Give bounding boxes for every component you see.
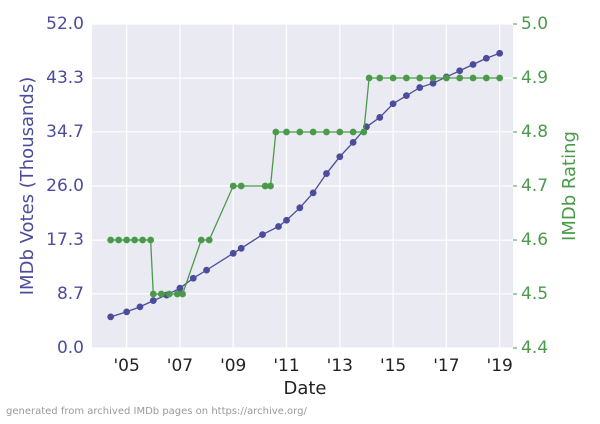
x-tick-label: '11 xyxy=(273,356,299,376)
data-point xyxy=(205,236,213,244)
y-tick-label: 8.7 xyxy=(57,284,84,304)
y2-tick-label: 4.7 xyxy=(521,176,548,196)
y2-axis-label: IMDb Rating xyxy=(559,131,580,241)
data-point xyxy=(416,84,424,91)
data-point xyxy=(176,284,184,292)
data-point xyxy=(336,153,344,161)
data-point xyxy=(496,49,504,57)
data-point xyxy=(275,223,282,230)
data-point xyxy=(482,54,490,62)
data-point xyxy=(309,128,317,136)
y2-tick-label: 5.0 xyxy=(521,14,548,34)
data-point xyxy=(272,128,280,136)
y2-tick-label: 4.9 xyxy=(521,68,548,88)
data-point xyxy=(296,204,304,212)
y-tick-label: 52.0 xyxy=(46,14,84,34)
x-tick-label: '13 xyxy=(327,356,353,376)
data-point xyxy=(389,100,397,108)
data-point xyxy=(349,128,357,136)
x-tick-label: '17 xyxy=(433,356,459,376)
data-point xyxy=(416,74,424,82)
data-point xyxy=(469,61,477,68)
data-point xyxy=(429,79,437,87)
data-point xyxy=(403,74,410,82)
data-point xyxy=(469,74,477,82)
data-point xyxy=(482,74,490,82)
x-tick-label: '15 xyxy=(380,356,406,376)
data-point xyxy=(429,74,437,82)
y-tick-label: 43.3 xyxy=(46,68,84,88)
data-point xyxy=(323,128,330,136)
data-point xyxy=(442,74,450,82)
data-point xyxy=(107,236,115,244)
data-point xyxy=(136,303,144,311)
data-point xyxy=(259,231,266,239)
y-tick-label: 17.3 xyxy=(46,230,84,250)
x-tick-label: '09 xyxy=(220,356,246,376)
data-point xyxy=(179,290,186,298)
data-point xyxy=(283,216,290,224)
data-point xyxy=(283,128,290,136)
data-point xyxy=(147,236,155,244)
data-point xyxy=(131,236,139,244)
data-point xyxy=(229,182,237,190)
data-point xyxy=(336,128,344,136)
data-point xyxy=(456,67,464,75)
data-point xyxy=(123,308,131,316)
data-point xyxy=(360,128,368,136)
data-point xyxy=(229,249,237,257)
data-point xyxy=(139,236,147,244)
data-point xyxy=(189,274,197,282)
data-point xyxy=(296,128,304,136)
data-point xyxy=(261,182,269,190)
data-point xyxy=(107,313,115,321)
data-point xyxy=(173,290,181,298)
y-axis-label: IMDb Votes (Thousands) xyxy=(17,77,38,296)
data-point xyxy=(123,236,131,244)
y2-tick-label: 4.5 xyxy=(521,284,548,304)
data-point xyxy=(149,290,157,298)
data-point xyxy=(403,92,410,100)
data-point xyxy=(149,297,157,305)
data-point xyxy=(456,74,464,82)
data-point xyxy=(203,266,210,274)
data-point xyxy=(115,236,123,244)
data-point xyxy=(197,236,205,244)
data-point xyxy=(376,114,384,121)
data-point xyxy=(237,244,245,252)
x-tick-label: '07 xyxy=(167,356,193,376)
y2-tick-label: 4.4 xyxy=(521,338,548,358)
y2-tick-label: 4.8 xyxy=(521,122,548,142)
data-point xyxy=(389,74,397,82)
x-tick-label: '19 xyxy=(487,356,513,376)
data-point xyxy=(165,290,173,298)
data-point xyxy=(365,74,373,82)
data-point xyxy=(349,138,357,146)
data-point xyxy=(157,290,165,298)
y-tick-label: 26.0 xyxy=(46,176,84,196)
x-tick-label: '05 xyxy=(113,356,139,376)
data-point xyxy=(376,74,384,82)
data-point xyxy=(309,189,317,197)
data-point xyxy=(237,182,245,190)
data-point xyxy=(267,182,274,190)
footnote: generated from archived IMDb pages on ht… xyxy=(6,406,307,417)
y-tick-label: 34.7 xyxy=(46,122,84,142)
data-point xyxy=(496,74,504,82)
y2-tick-label: 4.6 xyxy=(521,230,548,250)
data-point xyxy=(323,170,330,177)
y-tick-label: 0.0 xyxy=(57,338,84,358)
x-axis-label: Date xyxy=(283,378,326,399)
